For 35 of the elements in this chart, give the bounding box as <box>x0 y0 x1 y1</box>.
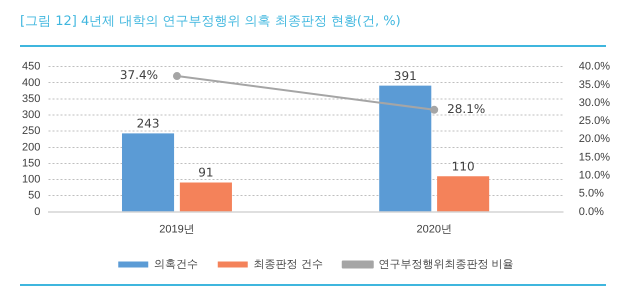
y2-tick-label: 20.0% <box>578 133 610 146</box>
legend-label: 연구부정행위최종판정 비율 <box>378 257 514 270</box>
data-label: 243 <box>136 116 160 131</box>
x-tick-label: 2020년 <box>416 223 452 236</box>
y2-tick-label: 5.0% <box>578 188 604 200</box>
y2-tick-label: 25.0% <box>578 115 610 128</box>
y2-tick-label: 10.0% <box>578 170 610 182</box>
legend-label: 의혹건수 <box>154 257 198 270</box>
legend-label: 최종판정 건수 <box>253 257 323 270</box>
y2-tick-label: 35.0% <box>578 78 610 91</box>
y-tick-label: 450 <box>22 60 40 73</box>
y-tick-label: 350 <box>22 92 40 105</box>
bar <box>437 176 490 212</box>
y-tick-label: 400 <box>22 76 40 89</box>
y-tick-label: 150 <box>22 157 40 170</box>
y2-tick-label: 15.0% <box>578 151 610 164</box>
y-tick-label: 250 <box>22 125 40 138</box>
y-tick-label: 300 <box>22 109 40 122</box>
y-tick-label: 50 <box>28 190 40 202</box>
data-label: 110 <box>452 159 475 174</box>
x-tick-label: 2019년 <box>159 223 195 236</box>
y2-tick-label: 40.0% <box>578 60 610 73</box>
bar <box>122 133 174 212</box>
y-tick-label: 0 <box>34 206 40 218</box>
bar <box>180 182 232 212</box>
y2-tick-label: 0.0% <box>578 206 604 218</box>
bar <box>379 86 432 212</box>
y-tick-label: 200 <box>22 141 40 154</box>
y2-tick-label: 30.0% <box>578 96 610 109</box>
data-label: 91 <box>198 166 214 180</box>
y-tick-label: 100 <box>22 174 40 186</box>
data-label: 391 <box>394 68 417 83</box>
data-label: 37.4% <box>120 68 158 82</box>
data-label: 28.1% <box>447 102 486 116</box>
chart-title: [그림 12] 4년제 대학의 연구부정행위 의혹 최종판정 현황(건, %) <box>20 13 401 30</box>
